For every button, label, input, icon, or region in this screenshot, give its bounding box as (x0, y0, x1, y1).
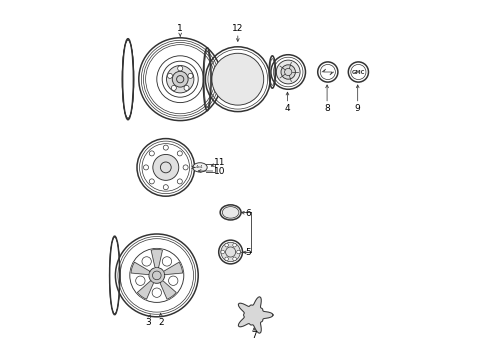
Text: 5: 5 (245, 248, 251, 257)
Circle shape (177, 179, 182, 184)
Circle shape (169, 276, 178, 285)
Circle shape (276, 60, 300, 84)
Circle shape (247, 309, 261, 321)
Circle shape (281, 65, 295, 79)
Text: 4x4: 4x4 (196, 165, 204, 170)
Text: 9: 9 (355, 104, 361, 113)
Circle shape (178, 66, 183, 71)
Ellipse shape (193, 163, 207, 172)
Circle shape (149, 267, 165, 283)
Circle shape (172, 85, 176, 90)
Circle shape (212, 53, 264, 105)
Circle shape (233, 243, 236, 247)
Circle shape (168, 73, 172, 78)
Text: 4: 4 (285, 104, 290, 113)
Circle shape (163, 185, 169, 190)
Polygon shape (238, 297, 273, 333)
Polygon shape (137, 281, 154, 299)
Circle shape (225, 257, 228, 261)
Circle shape (172, 71, 188, 87)
Text: 1: 1 (177, 24, 183, 33)
Circle shape (177, 151, 182, 156)
Circle shape (144, 165, 148, 170)
Text: 10: 10 (214, 166, 225, 176)
Text: 6: 6 (245, 209, 251, 217)
Text: 11: 11 (214, 158, 225, 167)
Circle shape (183, 165, 188, 170)
Circle shape (136, 276, 145, 285)
Text: GMC: GMC (352, 69, 365, 75)
Polygon shape (164, 262, 183, 275)
Circle shape (233, 257, 236, 261)
Text: 2: 2 (159, 318, 164, 327)
Circle shape (184, 85, 189, 90)
Circle shape (237, 250, 240, 254)
Text: 12: 12 (232, 24, 244, 33)
Ellipse shape (220, 205, 241, 220)
Circle shape (221, 242, 240, 262)
Circle shape (162, 257, 171, 266)
Circle shape (149, 151, 154, 156)
Circle shape (142, 257, 151, 266)
Circle shape (152, 288, 162, 297)
Circle shape (149, 179, 154, 184)
Polygon shape (160, 281, 176, 299)
Text: 7: 7 (251, 331, 257, 340)
Text: 3: 3 (145, 318, 151, 327)
Circle shape (163, 145, 169, 150)
Circle shape (225, 243, 228, 247)
Circle shape (188, 73, 193, 78)
Circle shape (153, 154, 179, 180)
Circle shape (221, 250, 224, 254)
Circle shape (167, 66, 194, 93)
Polygon shape (131, 262, 150, 275)
Text: 8: 8 (324, 104, 330, 113)
Polygon shape (151, 249, 163, 268)
